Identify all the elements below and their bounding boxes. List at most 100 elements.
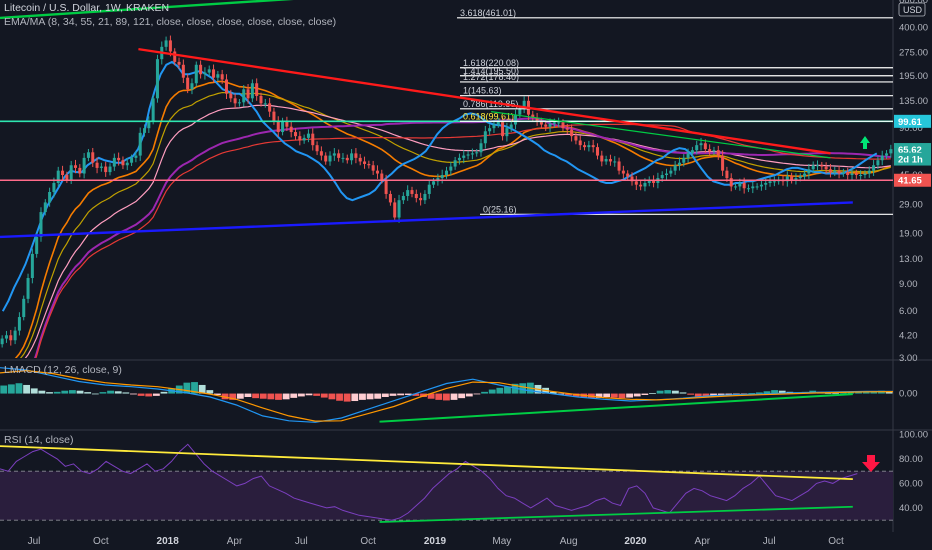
ema-34-line xyxy=(19,91,891,358)
macd-histogram-bar xyxy=(15,383,23,394)
price-axis-tick-4: 135.00 xyxy=(899,96,928,107)
candle-body xyxy=(9,335,13,341)
rsi-axis-tick-1: 80.00 xyxy=(899,454,923,465)
macd-histogram-bar xyxy=(656,390,664,394)
time-axis-tick-7: May xyxy=(492,536,511,547)
macd-histogram-bar xyxy=(664,390,672,394)
candle-body xyxy=(725,170,729,179)
candle-body xyxy=(207,69,211,73)
macd-histogram-bar xyxy=(450,393,458,400)
candle-body xyxy=(505,128,509,137)
macd-histogram-bar xyxy=(618,393,626,399)
candle-body xyxy=(682,157,686,163)
candle-body xyxy=(444,170,449,176)
candle-body xyxy=(302,137,306,141)
candle-body xyxy=(552,122,556,124)
candle-body xyxy=(712,150,716,152)
time-axis-tick-3: Apr xyxy=(227,536,243,547)
candle-body xyxy=(479,143,483,153)
candle-body xyxy=(130,157,134,163)
candle-body xyxy=(531,114,535,118)
macd-histogram-bar xyxy=(214,393,221,395)
macd-histogram-bar xyxy=(412,393,420,396)
candle-body xyxy=(867,170,871,174)
candle-body xyxy=(794,178,798,180)
candle-body xyxy=(639,184,643,187)
macd-histogram-bar xyxy=(267,393,275,400)
candle-body xyxy=(13,330,17,341)
macd-histogram-bar xyxy=(282,393,290,400)
candle-body xyxy=(177,61,181,65)
candle-body xyxy=(820,165,824,167)
candle-body xyxy=(319,151,323,156)
price-label-box-0 xyxy=(894,114,931,128)
macd-trendline-0 xyxy=(379,393,853,423)
macd-histogram-bar xyxy=(130,393,137,395)
macd-histogram-bar xyxy=(198,384,206,394)
macd-histogram-bar xyxy=(305,393,313,396)
candle-body xyxy=(43,202,47,213)
candle-body xyxy=(509,124,513,129)
candle-body xyxy=(263,103,267,105)
candle-body xyxy=(397,200,401,218)
candle-body xyxy=(259,95,263,104)
candle-body xyxy=(863,173,867,176)
candle-body xyxy=(647,179,651,183)
fib-level-label-0: 3.618(461.01) xyxy=(460,8,516,18)
candle-body xyxy=(380,173,384,180)
candle-body xyxy=(889,149,893,154)
candle-body xyxy=(26,278,30,299)
macd-histogram-bar xyxy=(595,393,603,398)
candle-body xyxy=(341,157,345,159)
macd-histogram-bar xyxy=(458,393,466,399)
candle-body xyxy=(798,176,802,179)
candle-body xyxy=(759,184,763,187)
candle-body xyxy=(565,128,569,130)
candle-body xyxy=(289,126,293,133)
macd-histogram-bar xyxy=(832,393,840,395)
candle-body xyxy=(755,186,759,188)
candle-body xyxy=(324,155,328,162)
rsi-trendline-green xyxy=(379,505,853,523)
currency-badge xyxy=(898,2,926,17)
candle-body xyxy=(134,155,138,158)
macd-histogram-bar xyxy=(7,384,15,394)
macd-histogram-bar xyxy=(862,391,870,394)
candle-body xyxy=(522,100,526,109)
macd-histogram-bar xyxy=(137,393,145,396)
time-axis-tick-11: Jul xyxy=(763,536,776,547)
candle-body xyxy=(514,114,518,125)
candle-body xyxy=(233,98,237,104)
macd-histogram-bar xyxy=(313,393,321,396)
macd-histogram-bar xyxy=(68,390,76,394)
macd-histogram-bar xyxy=(496,387,504,394)
rsi-study-label: RSI (14, close) xyxy=(4,434,74,446)
candle-body xyxy=(117,157,121,161)
macd-histogram-bar xyxy=(748,392,756,394)
candle-body xyxy=(803,173,807,177)
candle-body xyxy=(203,72,207,75)
macd-histogram-bar xyxy=(763,391,771,394)
macd-histogram-bar xyxy=(145,393,153,397)
price-axis-tick-1: 400.00 xyxy=(899,22,928,33)
macd-histogram-bar xyxy=(84,392,92,394)
candle-body xyxy=(768,181,772,183)
candle-body xyxy=(190,83,194,90)
price-axis-tick-13: 4.20 xyxy=(899,330,918,341)
macd-histogram-bar xyxy=(351,393,359,402)
macd-histogram-bar xyxy=(297,393,305,397)
price-label-0: 99.61 xyxy=(898,117,922,128)
macd-histogram-bar xyxy=(374,393,382,399)
candle-body xyxy=(518,108,522,115)
rsi-axis-tick-3: 40.00 xyxy=(899,503,923,514)
candle-body xyxy=(332,153,336,156)
candle-body xyxy=(237,102,241,104)
macd-histogram-bar xyxy=(61,390,69,394)
candle-body xyxy=(595,147,600,156)
macd-histogram-bar xyxy=(420,393,427,398)
time-axis-tick-12: Oct xyxy=(828,536,844,547)
macd-histogram-bar xyxy=(359,393,366,400)
macd-histogram-bar xyxy=(336,393,343,401)
candle-body xyxy=(600,155,604,162)
